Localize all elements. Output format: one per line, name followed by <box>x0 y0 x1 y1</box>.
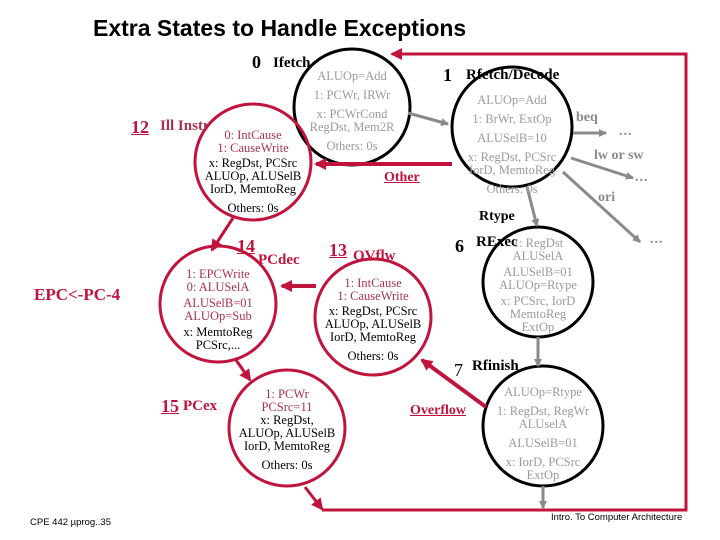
state-1-name: Rfetch/Decode <box>466 67 560 83</box>
state-7-actions: ALUOp=Rtype 1: RegDst, RegWr ALUselA ALU… <box>496 385 590 482</box>
slide-title: Extra States to Handle Exceptions <box>93 15 467 41</box>
state-12-actions: 0: IntCause 1: CauseWrite x: RegDst, PCS… <box>204 128 302 215</box>
transition-ori-label: ori <box>598 190 616 205</box>
beq-ellipsis: ... <box>619 124 633 139</box>
state-6-number: 6 <box>455 236 464 256</box>
state-12-circle <box>193 102 313 222</box>
state-6-actions: 1: RegDst ALUSelA ALUSelB=01 ALUOp=Rtype… <box>499 236 577 334</box>
state-7-number: 7 <box>454 360 463 380</box>
state-15-actions: 1: PCWr PCSrc=11 x: RegDst, ALUOp, ALUSe… <box>238 387 336 472</box>
return-to-ifetch-line <box>322 52 688 512</box>
state-15-number: 15 <box>161 396 179 416</box>
lw-sw-ellipsis: ... <box>635 170 649 185</box>
transition-overflow-label: Overflow <box>410 403 466 418</box>
state-13-name: OVflw <box>353 248 396 264</box>
transition-lw-sw-label: lw or sw <box>594 148 644 163</box>
state-14-actions: 1: EPCWrite 0: ALUSelA ALUSelB=01 ALUOp=… <box>183 267 253 352</box>
state-13-circle <box>313 257 433 377</box>
epc-note: EPC<-PC-4 <box>34 285 121 304</box>
state-14-number: 14 <box>237 236 255 256</box>
state-14-name: PCdec <box>258 252 300 268</box>
state-1-actions: ALUOp=Add 1: BrWr, ExtOp ALUSelB=10 x: R… <box>467 93 557 196</box>
footer-course-page: CPE 442 µprog..35 <box>30 517 111 528</box>
state-1-circle <box>450 65 574 189</box>
state-0-actions: ALUOp=Add 1: PCWr, IRWr x: PCWrCond RegD… <box>309 69 395 153</box>
transition-beq-label: beq <box>576 110 598 125</box>
state-7-name: Rfinish <box>472 358 519 374</box>
state-0-number: 0 <box>252 52 261 72</box>
state-15-name: PCex <box>183 398 218 414</box>
state-12-name: Ill Instr <box>160 118 210 134</box>
state-12-number: 12 <box>131 117 149 137</box>
transition-rtype-label: Rtype <box>479 209 515 224</box>
ori-ellipsis: ... <box>650 232 664 247</box>
state-13-number: 13 <box>329 240 347 260</box>
state-13-actions: 1: IntCause 1: CauseWrite x: RegDst, PCS… <box>324 276 422 363</box>
footer-course-title: Intro. To Computer Architecture <box>551 512 683 523</box>
transition-other-label: Other <box>384 170 420 185</box>
state-0-name: Ifetch <box>273 55 311 71</box>
state-6-name: RExec <box>476 234 518 250</box>
state-15-circle <box>227 368 347 488</box>
state-1-number: 1 <box>443 65 452 85</box>
